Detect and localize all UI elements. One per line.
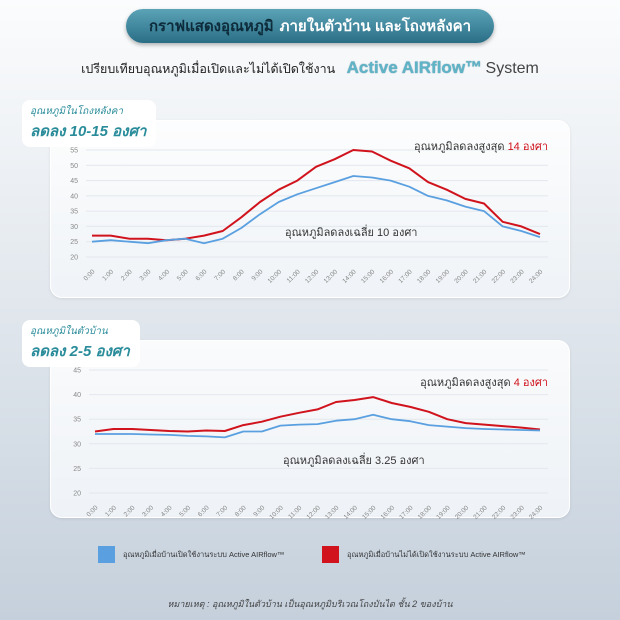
x-tick-label: 19:00 xyxy=(435,268,452,285)
legend-red-swatch xyxy=(322,546,339,563)
y-tick-label: 50 xyxy=(70,163,78,170)
x-tick-label: 13:00 xyxy=(324,504,341,521)
y-tick-label: 45 xyxy=(73,368,81,375)
x-tick-label: 18:00 xyxy=(417,504,434,521)
y-tick-label: 20 xyxy=(70,255,78,262)
x-tick-label: 15:00 xyxy=(361,504,378,521)
x-tick-label: 11:00 xyxy=(286,268,302,284)
brand-name: Active AIRflow™ xyxy=(346,58,483,77)
x-tick-label: 8:00 xyxy=(232,268,246,282)
x-tick-label: 7:00 xyxy=(215,504,229,518)
y-tick-label: 30 xyxy=(70,224,78,231)
series-line-with xyxy=(91,175,541,245)
footnote: หมายเหตุ : อุณหภูมิในตัวบ้าน เป็นอุณหภูม… xyxy=(167,599,453,609)
house-tag-large: ลดลง 2-5 องศา xyxy=(30,343,130,360)
x-tick-label: 6:00 xyxy=(195,268,209,282)
x-tick-label: 11:00 xyxy=(287,504,303,520)
x-tick-label: 5:00 xyxy=(176,268,190,282)
title-banner: กราฟแสดงอุณหภูมิ ภายในตัวบ้าน และโถงหลัง… xyxy=(126,9,494,43)
annotation-max-text: อุณหภูมิลดลงสูงสุด xyxy=(414,141,508,153)
x-tick-label: 17:00 xyxy=(397,268,414,285)
x-tick-label: 24:00 xyxy=(528,268,545,285)
x-tick-label: 10:00 xyxy=(267,268,284,285)
x-tick-label: 8:00 xyxy=(234,504,248,518)
x-tick-label: 0:00 xyxy=(83,268,97,282)
x-tick-label: 2:00 xyxy=(120,268,134,282)
y-tick-label: 40 xyxy=(70,193,78,200)
y-tick-label: 55 xyxy=(70,148,78,155)
annotation-max-value: 4 องศา xyxy=(514,377,548,389)
x-tick-label: 23:00 xyxy=(509,268,526,285)
y-tick-label: 35 xyxy=(73,417,81,424)
x-tick-label: 9:00 xyxy=(252,504,266,518)
title-light: ภายในตัวบ้าน และโถงหลังคา xyxy=(279,18,472,35)
x-tick-label: 22:00 xyxy=(491,268,508,285)
x-tick-label: 15:00 xyxy=(360,268,377,285)
annotation-max: อุณหภูมิลดลงสูงสุด 14 องศา xyxy=(414,141,548,153)
x-tick-label: 14:00 xyxy=(341,268,358,285)
x-tick-label: 23:00 xyxy=(509,504,526,521)
x-tick-label: 19:00 xyxy=(435,504,452,521)
series-line-with xyxy=(95,413,541,439)
legend-red-label: อุณหภูมิเมื่อบ้านไม่ได้เปิดใช้งานระบบ Ac… xyxy=(347,549,526,559)
x-tick-label: 1:00 xyxy=(104,504,118,518)
annotation-max: อุณหภูมิลดลงสูงสุด 4 องศา xyxy=(420,377,548,389)
x-tick-label: 3:00 xyxy=(141,504,155,518)
x-tick-label: 17:00 xyxy=(398,504,415,521)
annotation-max-value: 14 องศา xyxy=(508,141,548,153)
x-tick-label: 20:00 xyxy=(453,268,470,285)
x-tick-label: 13:00 xyxy=(323,268,340,285)
x-tick-label: 9:00 xyxy=(251,268,265,282)
y-tick-label: 30 xyxy=(73,441,81,448)
x-tick-label: 7:00 xyxy=(213,268,227,282)
y-tick-label: 20 xyxy=(73,491,81,498)
y-tick-label: 45 xyxy=(70,178,78,185)
x-tick-label: 12:00 xyxy=(305,504,322,521)
x-tick-label: 12:00 xyxy=(304,268,321,285)
y-tick-label: 25 xyxy=(70,239,78,246)
annotation-max-text: อุณหภูมิลดลงสูงสุด xyxy=(420,377,514,389)
subtitle-text: เปรียบเทียบอุณหภูมิเมื่อเปิดและไม่ได้เปิ… xyxy=(81,62,336,76)
x-tick-label: 3:00 xyxy=(139,268,153,282)
x-tick-label: 18:00 xyxy=(416,268,433,285)
roof-tag: อุณหภูมิในโถงหลังคา ลดลง 10-15 องศา xyxy=(22,100,157,147)
legend-blue-label: อุณหภูมิเมื่อบ้านเปิดใช้งานระบบ Active A… xyxy=(123,549,285,559)
x-tick-label: 21:00 xyxy=(472,268,489,285)
subtitle: เปรียบเทียบอุณหภูมิเมื่อเปิดและไม่ได้เปิ… xyxy=(0,58,620,79)
x-tick-label: 4:00 xyxy=(160,504,174,518)
annotation-avg: อุณหภูมิลดลงเฉลี่ย 10 องศา xyxy=(285,224,417,239)
x-tick-label: 21:00 xyxy=(472,504,489,521)
x-tick-label: 22:00 xyxy=(491,504,508,521)
house-tag-small: อุณหภูมิในตัวบ้าน xyxy=(30,326,108,337)
x-tick-label: 14:00 xyxy=(343,504,360,521)
legend-red: อุณหภูมิเมื่อบ้านไม่ได้เปิดใช้งานระบบ Ac… xyxy=(322,546,526,563)
x-tick-label: 16:00 xyxy=(380,504,397,521)
title-dark: กราฟแสดงอุณหภูมิ xyxy=(148,18,274,35)
legend-blue-swatch xyxy=(98,546,115,563)
x-tick-label: 20:00 xyxy=(454,504,471,521)
roof-tag-large: ลดลง 10-15 องศา xyxy=(30,123,147,140)
x-tick-label: 4:00 xyxy=(157,268,171,282)
x-tick-label: 16:00 xyxy=(379,268,396,285)
y-tick-label: 35 xyxy=(70,209,78,216)
y-tick-label: 40 xyxy=(73,392,81,399)
x-tick-label: 2:00 xyxy=(123,504,137,518)
house-tag: อุณหภูมิในตัวบ้าน ลดลง 2-5 องศา xyxy=(22,320,140,367)
legend-blue: อุณหภูมิเมื่อบ้านเปิดใช้งานระบบ Active A… xyxy=(98,546,284,563)
x-tick-label: 5:00 xyxy=(178,504,192,518)
x-tick-label: 1:00 xyxy=(101,268,115,282)
x-tick-label: 24:00 xyxy=(528,504,545,521)
x-tick-label: 0:00 xyxy=(86,504,100,518)
brand-system: System xyxy=(485,60,539,77)
series-line-without xyxy=(94,396,541,433)
roof-tag-small: อุณหภูมิในโถงหลังคา xyxy=(30,106,123,117)
annotation-avg: อุณหภูมิลดลงเฉลี่ย 3.25 องศา xyxy=(283,452,425,467)
x-tick-label: 6:00 xyxy=(197,504,211,518)
y-tick-label: 25 xyxy=(73,466,81,473)
x-tick-label: 10:00 xyxy=(268,504,285,521)
